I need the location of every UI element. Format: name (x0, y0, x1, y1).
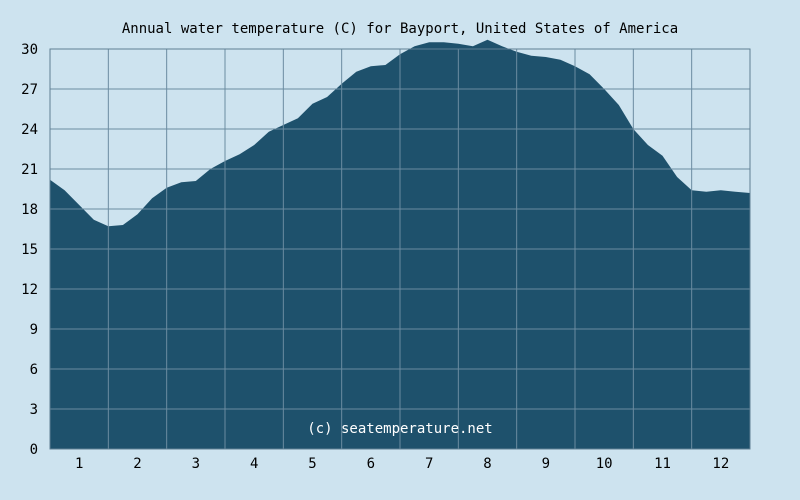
y-tick-label: 12 (21, 282, 38, 298)
y-tick-label: 3 (30, 402, 38, 418)
plot-frame (49, 48, 751, 450)
y-tick-label: 27 (21, 82, 38, 98)
y-axis: 0 3 6 9 12 15 18 21 24 27 30 (21, 42, 38, 458)
x-tick-label: 8 (483, 456, 491, 472)
x-tick-label: 3 (192, 456, 200, 472)
x-tick-label: 7 (425, 456, 433, 472)
y-tick-label: 6 (30, 362, 38, 378)
y-tick-label: 0 (30, 442, 38, 458)
y-tick-label: 15 (21, 242, 38, 258)
chart-title: Annual water temperature (C) for Bayport… (122, 21, 678, 37)
x-tick-label: 11 (654, 456, 671, 472)
x-tick-label: 2 (133, 456, 141, 472)
y-tick-label: 18 (21, 202, 38, 218)
y-tick-label: 21 (21, 162, 38, 178)
y-tick-label: 9 (30, 322, 38, 338)
x-tick-label: 9 (542, 456, 550, 472)
x-axis: 1 2 3 4 5 6 7 8 9 10 11 12 (75, 456, 729, 472)
grid (50, 49, 750, 449)
x-tick-label: 1 (75, 456, 83, 472)
watermark: (c) seatemperature.net (307, 421, 492, 437)
x-tick-label: 6 (367, 456, 375, 472)
y-tick-label: 24 (21, 122, 38, 138)
x-tick-label: 5 (308, 456, 316, 472)
y-tick-label: 30 (21, 42, 38, 58)
x-tick-label: 10 (596, 456, 613, 472)
x-tick-label: 4 (250, 456, 258, 472)
x-tick-label: 12 (712, 456, 729, 472)
